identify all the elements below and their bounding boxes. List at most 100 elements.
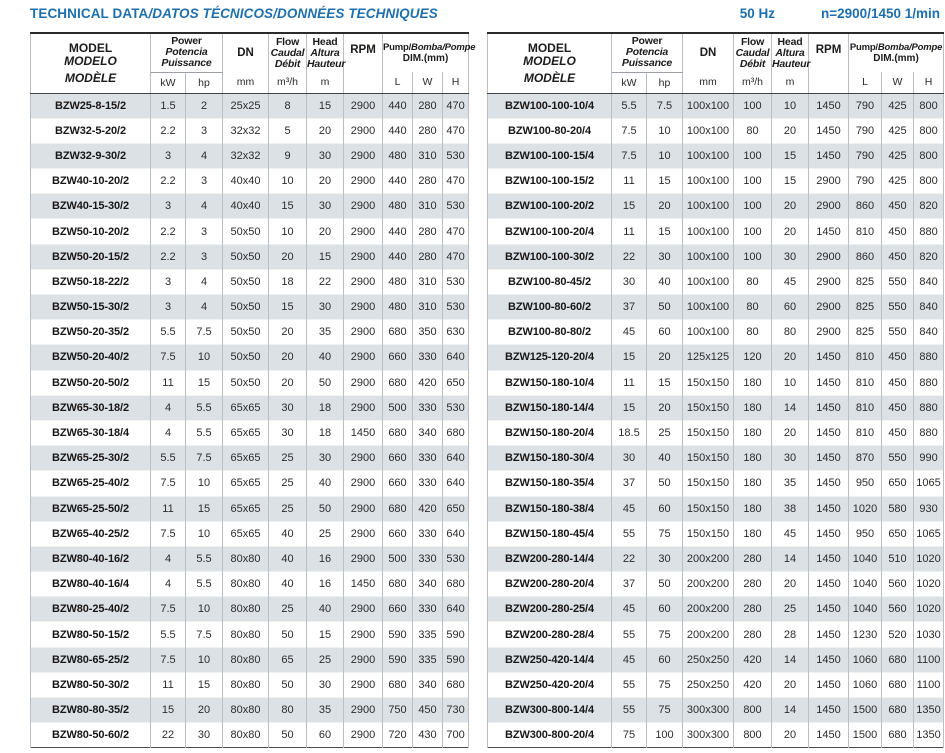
value-cell: 1450 [808,419,849,446]
model-cell: BZW250-420-20/4 [487,671,612,698]
value-cell: 420 [733,671,772,698]
value-cell: 60 [646,596,683,622]
value-cell: 30 [611,268,647,295]
value-cell: 335 [412,646,443,673]
table-row: BZW300-800-14/4 55 75 300x300 800 14 1450 1500 6… [487,696,945,723]
value-cell: 470 [441,218,470,245]
value-cell: 950 [848,520,882,547]
value-cell: 1450 [808,445,849,471]
model-cell: BZW125-120-20/4 [487,344,612,371]
value-cell: 15 [306,243,344,270]
value-cell: 150x150 [682,369,734,396]
value-cell: 15 [185,495,223,522]
model-cell: BZW65-25-40/2 [30,470,151,496]
value-cell: 1040 [848,571,882,597]
unit-dim-w: W [412,72,443,94]
value-cell: 15 [611,193,647,219]
table-row: BZW50-18-22/2 3 4 50x50 18 22 2900 480 310 530 [30,268,470,295]
value-cell: 5.5 [150,445,186,471]
value-cell: 5.5 [185,545,223,572]
value-cell: 35 [306,319,344,345]
value-cell: 100x100 [682,92,734,119]
value-cell: 25 [268,445,307,471]
value-cell: 450 [881,369,914,396]
value-cell: 550 [881,293,914,320]
value-cell: 150x150 [682,445,734,471]
value-cell: 80x80 [222,571,269,597]
value-cell: 880 [912,394,945,421]
value-cell: 15 [268,193,307,219]
value-cell: 500 [382,545,413,572]
value-cell: 660 [382,470,413,496]
model-cell: BZW200-280-20/4 [487,571,612,597]
value-cell: 50 [646,470,683,496]
value-cell: 4 [185,142,223,169]
value-cell: 5.5 [185,419,223,446]
model-cell: BZW100-100-15/2 [487,168,612,194]
value-cell: 640 [441,520,470,547]
value-cell: 180 [733,495,772,522]
table-row: BZW200-280-14/4 22 30 200x200 280 14 1450 1040 5… [487,545,945,572]
value-cell: 50 [646,293,683,320]
value-cell: 20 [771,571,809,597]
value-cell: 15 [185,369,223,396]
value-cell: 430 [412,722,443,748]
value-cell: 530 [441,545,470,572]
value-cell: 40 [306,344,344,371]
value-cell: 38 [771,495,809,522]
value-cell: 25 [306,520,344,547]
value-cell: 50x50 [222,268,269,295]
model-cell: BZW65-30-18/2 [30,394,151,421]
value-cell: 100x100 [682,243,734,270]
model-cell: BZW150-180-30/4 [487,445,612,471]
table-row: BZW250-420-14/4 45 60 250x250 420 14 1450 1060 6… [487,646,945,673]
value-cell: 680 [881,696,914,723]
value-cell: 180 [733,419,772,446]
rotation-speed-label: n=2900/1450 1/min [821,6,940,21]
table-row: BZW100-100-30/2 22 30 100x100 100 30 2900 860 45… [487,243,945,270]
column-header-head: Head Altura Hauteur [771,33,810,72]
value-cell: 280 [733,571,772,597]
value-cell: 20 [771,671,809,698]
value-cell: 280 [733,621,772,648]
column-header-power: Power Potencia Puissance [611,33,683,73]
value-cell: 1450 [808,520,849,547]
value-cell: 2900 [808,243,849,270]
value-cell: 280 [412,117,443,144]
value-cell: 80x80 [222,621,269,648]
value-cell: 440 [382,168,413,194]
value-cell: 810 [848,218,882,245]
value-cell: 280 [412,218,443,245]
value-cell: 20 [268,243,307,270]
table-row: BZW50-20-40/2 7.5 10 50x50 20 40 2900 660 330 640 [30,344,470,371]
value-cell: 800 [733,696,772,723]
value-cell: 7.5 [185,445,223,471]
unit-dim-w: W [881,72,914,94]
value-cell: 800 [912,168,945,194]
value-cell: 20 [771,218,809,245]
value-cell: 450 [881,419,914,446]
value-cell: 200x200 [682,545,734,572]
value-cell: 100x100 [682,268,734,295]
table-row: BZW80-50-15/2 5.5 7.5 80x80 50 15 2900 590 335 59… [30,621,470,648]
value-cell: 18 [306,394,344,421]
value-cell: 825 [848,293,882,320]
value-cell: 10 [268,168,307,194]
value-cell: 1060 [848,646,882,673]
table-row: BZW100-100-20/4 11 15 100x100 100 20 1450 810 45… [487,218,945,245]
table-row: BZW65-30-18/4 4 5.5 65x65 30 18 1450 680 340 680 [30,419,470,446]
value-cell: 480 [382,142,413,169]
value-cell: 310 [412,193,443,219]
frequency-speed-labels: 50 Hz n=2900/1450 1/min [740,6,940,21]
value-cell: 680 [382,369,413,396]
value-cell: 180 [733,520,772,547]
value-cell: 37 [611,293,647,320]
value-cell: 30 [268,394,307,421]
value-cell: 350 [412,319,443,345]
value-cell: 440 [382,243,413,270]
model-cell: BZW100-80-20/4 [487,117,612,144]
table-row: BZW80-50-60/2 22 30 80x80 50 60 2900 720 430 700 [30,722,470,748]
value-cell: 25 [268,596,307,622]
value-cell: 2900 [343,117,383,144]
value-cell: 11 [611,369,647,396]
